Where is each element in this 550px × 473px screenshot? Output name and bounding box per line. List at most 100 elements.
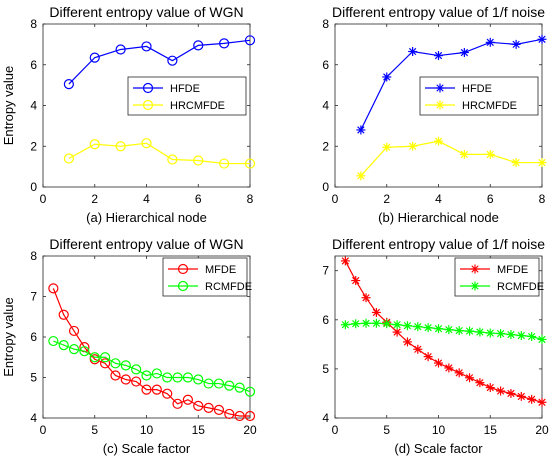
y-tick-label: 8 xyxy=(30,17,37,31)
x-axis-label: (d) Scale factor xyxy=(394,441,483,456)
data-point xyxy=(351,276,361,286)
data-point xyxy=(141,370,152,381)
data-point xyxy=(537,334,547,344)
y-axis-label: Entropy value xyxy=(1,66,16,146)
series-rcmfde xyxy=(340,318,547,344)
data-point xyxy=(459,149,469,159)
data-point xyxy=(115,44,126,55)
legend-box xyxy=(162,257,248,297)
x-tick-label: 4 xyxy=(435,192,442,206)
y-tick-label: 8 xyxy=(322,17,329,31)
legend-marker xyxy=(470,281,480,291)
data-point xyxy=(444,325,454,335)
data-point xyxy=(182,372,193,383)
legend-label: HRCMFDE xyxy=(170,100,225,112)
data-point xyxy=(434,358,443,368)
data-point xyxy=(475,327,485,337)
x-tick-label: 5 xyxy=(383,423,390,437)
data-point xyxy=(58,340,69,351)
data-point xyxy=(371,318,381,328)
data-point xyxy=(193,374,204,385)
x-tick-label: 0 xyxy=(40,423,47,437)
data-point xyxy=(110,358,121,369)
series-rcmfde xyxy=(48,335,256,397)
data-point xyxy=(423,352,433,362)
data-point xyxy=(454,326,464,336)
data-point xyxy=(224,408,235,420)
legend-marker xyxy=(177,280,189,292)
data-point xyxy=(423,323,433,333)
legend: HFDE HRCMFDE xyxy=(127,76,247,116)
data-point xyxy=(219,38,230,49)
legend-marker xyxy=(177,263,189,275)
x-tick-label: 4 xyxy=(143,192,150,206)
data-point xyxy=(506,388,516,398)
data-point xyxy=(356,125,366,135)
data-point xyxy=(219,158,230,169)
x-tick-label: 8 xyxy=(539,192,546,206)
x-tick-label: 10 xyxy=(140,423,154,437)
data-point xyxy=(48,283,59,294)
y-axis-label: Entropy value xyxy=(1,297,16,377)
legend: MFDE RCMFDE xyxy=(454,257,544,297)
data-point xyxy=(434,136,443,146)
y-tick-label: 6 xyxy=(322,58,329,72)
data-point xyxy=(511,39,521,49)
data-point xyxy=(182,394,193,405)
x-axis-label: (a) Hierarchical node xyxy=(86,210,207,225)
y-tick-label: 6 xyxy=(30,330,37,344)
data-point xyxy=(162,388,173,399)
y-tick-label: 0 xyxy=(322,180,329,194)
data-point xyxy=(120,374,131,385)
y-tick-label: 2 xyxy=(322,139,329,153)
y-tick-label: 0 xyxy=(30,180,37,194)
legend-marker xyxy=(435,83,445,93)
data-point xyxy=(516,391,526,401)
y-tick-label: 6 xyxy=(322,313,329,327)
chart-title: Different entropy value of 1/f noise xyxy=(332,236,545,252)
legend-marker xyxy=(142,82,154,94)
data-point xyxy=(203,402,214,413)
data-point xyxy=(172,398,183,409)
data-point xyxy=(408,47,418,57)
data-point xyxy=(224,380,235,391)
x-tick-label: 2 xyxy=(91,192,98,206)
data-point xyxy=(193,40,204,51)
data-point xyxy=(537,158,547,168)
x-tick-label: 10 xyxy=(432,423,446,437)
series-mfde xyxy=(340,256,547,407)
data-point xyxy=(48,335,59,347)
data-point xyxy=(465,326,475,336)
data-point xyxy=(213,404,225,415)
legend-label: HFDE xyxy=(462,83,492,95)
data-point xyxy=(413,344,423,354)
x-tick-label: 0 xyxy=(332,192,339,206)
data-point xyxy=(511,158,521,168)
data-point xyxy=(485,383,495,393)
data-point xyxy=(99,358,111,369)
data-point xyxy=(244,158,256,169)
chart-title: Different entropy value of 1/f noise xyxy=(332,4,545,20)
data-point xyxy=(485,149,495,159)
series-line xyxy=(53,340,251,393)
data-point xyxy=(63,79,74,90)
y-tick-label: 4 xyxy=(322,411,329,425)
data-point xyxy=(382,319,392,329)
data-point xyxy=(496,386,506,396)
y-tick-label: 7 xyxy=(322,264,329,278)
data-point xyxy=(203,378,214,389)
data-point xyxy=(141,41,152,52)
x-tick-label: 6 xyxy=(487,192,494,206)
data-point xyxy=(402,337,412,347)
data-point xyxy=(213,378,225,389)
y-tick-label: 7 xyxy=(30,290,37,304)
legend: HFDE HRCMFDE xyxy=(419,76,539,116)
legend: MFDE RCMFDE xyxy=(162,257,252,297)
y-tick-label: 4 xyxy=(30,99,37,113)
data-point xyxy=(516,331,526,341)
data-point xyxy=(79,346,90,357)
x-tick-label: 15 xyxy=(484,423,498,437)
data-point xyxy=(454,368,464,378)
